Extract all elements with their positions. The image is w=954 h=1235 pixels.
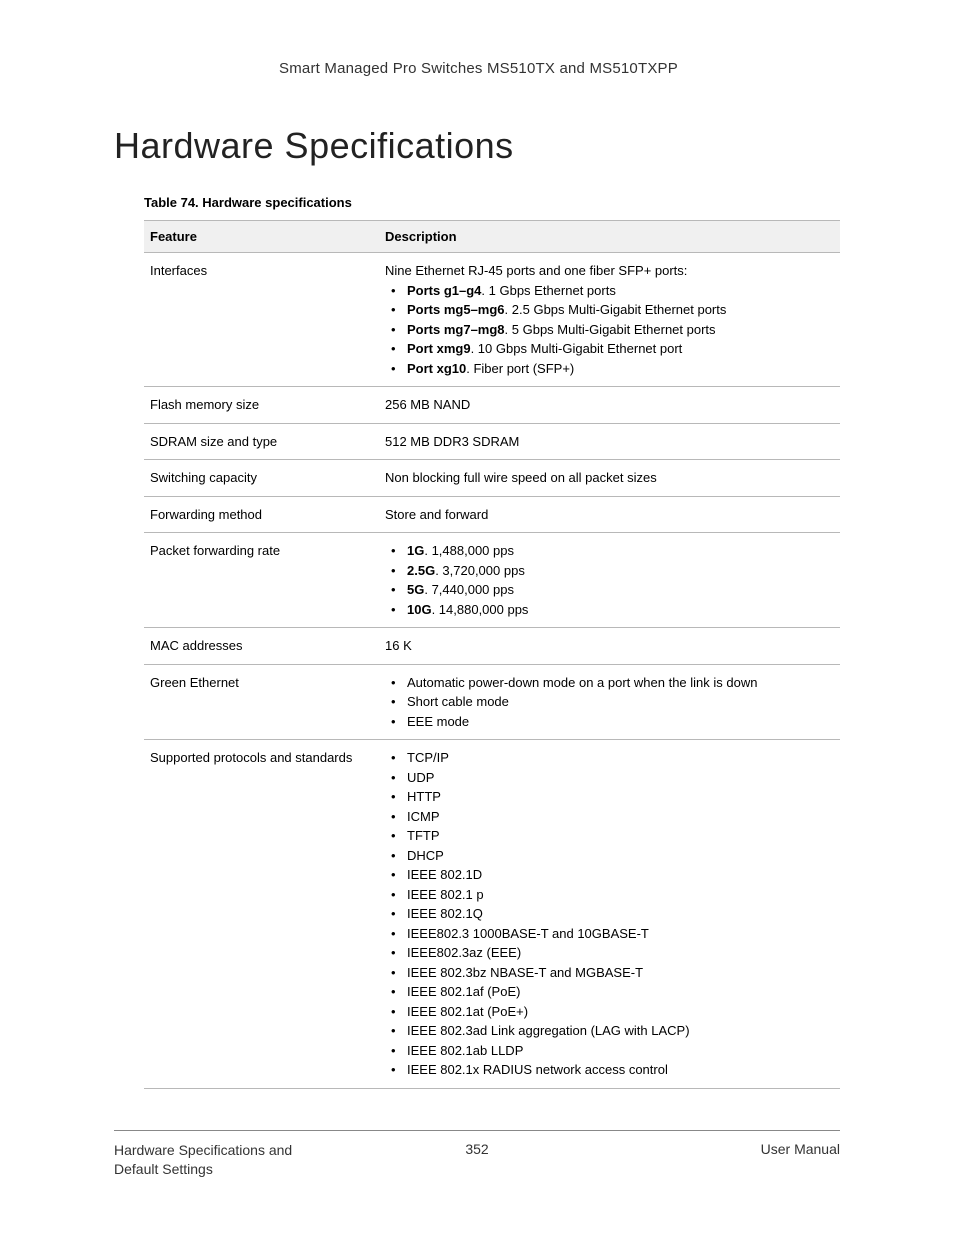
bullet-list: Ports g1–g4. 1 Gbps Ethernet portsPorts … (385, 281, 834, 379)
bullet-item: HTTP (385, 787, 834, 807)
table-caption: Table 74. Hardware specifications (144, 195, 840, 210)
bullet-item: IEEE 802.1af (PoE) (385, 982, 834, 1002)
desc-text: 256 MB NAND (385, 395, 834, 415)
col-description: Description (379, 221, 840, 253)
bullet-list: Automatic power-down mode on a port when… (385, 673, 834, 732)
bullet-item: IEEE 802.1 p (385, 885, 834, 905)
table-row: Packet forwarding rate1G. 1,488,000 pps2… (144, 533, 840, 628)
bullet-item: IEEE 802.3ad Link aggregation (LAG with … (385, 1021, 834, 1041)
desc-text: 512 MB DDR3 SDRAM (385, 432, 834, 452)
cell-description: Automatic power-down mode on a port when… (379, 664, 840, 740)
cell-feature: Flash memory size (144, 387, 379, 424)
header-product-line: Smart Managed Pro Switches MS510TX and M… (279, 60, 840, 77)
bullet-item: DHCP (385, 846, 834, 866)
bullet-item: Ports mg7–mg8. 5 Gbps Multi-Gigabit Ethe… (385, 320, 834, 340)
cell-feature: Switching capacity (144, 460, 379, 497)
bullet-item: TFTP (385, 826, 834, 846)
desc-text: Non blocking full wire speed on all pack… (385, 468, 834, 488)
table-row: SDRAM size and type 512 MB DDR3 SDRAM (144, 423, 840, 460)
footer-section-title: Hardware Specifications and Default Sett… (114, 1141, 334, 1179)
cell-description: Non blocking full wire speed on all pack… (379, 460, 840, 497)
cell-feature: SDRAM size and type (144, 423, 379, 460)
cell-feature: Supported protocols and standards (144, 740, 379, 1089)
bullet-item: 5G. 7,440,000 pps (385, 580, 834, 600)
table-row: Switching capacity Non blocking full wire… (144, 460, 840, 497)
footer-page-number: 352 (334, 1141, 620, 1179)
page: Smart Managed Pro Switches MS510TX and M… (0, 0, 954, 1235)
cell-description: TCP/IPUDPHTTPICMPTFTPDHCPIEEE 802.1DIEEE… (379, 740, 840, 1089)
desc-text: 16 K (385, 636, 834, 656)
bullet-item: ICMP (385, 807, 834, 827)
table-row: Green Ethernet Automatic power-down mode … (144, 664, 840, 740)
bullet-list: 1G. 1,488,000 pps2.5G. 3,720,000 pps5G. … (385, 541, 834, 619)
table-row: Interfaces Nine Ethernet RJ-45 ports and … (144, 253, 840, 387)
page-heading: Hardware Specifications (114, 125, 840, 167)
desc-text: Store and forward (385, 505, 834, 525)
bullet-item: Port xmg9. 10 Gbps Multi-Gigabit Etherne… (385, 339, 834, 359)
col-feature: Feature (144, 221, 379, 253)
bullet-item: IEEE802.3 1000BASE-T and 10GBASE-T (385, 924, 834, 944)
bullet-item: Ports mg5–mg6. 2.5 Gbps Multi-Gigabit Et… (385, 300, 834, 320)
cell-description: Store and forward (379, 496, 840, 533)
desc-intro: Nine Ethernet RJ-45 ports and one fiber … (385, 261, 834, 281)
cell-feature: MAC addresses (144, 628, 379, 665)
cell-feature: Packet forwarding rate (144, 533, 379, 628)
bullet-item: IEEE 802.1at (PoE+) (385, 1002, 834, 1022)
table-row: MAC addresses 16 K (144, 628, 840, 665)
bullet-item: EEE mode (385, 712, 834, 732)
table-row: Flash memory size 256 MB NAND (144, 387, 840, 424)
footer-rule (114, 1130, 840, 1131)
bullet-item: Port xg10. Fiber port (SFP+) (385, 359, 834, 379)
bullet-item: TCP/IP (385, 748, 834, 768)
cell-description: 1G. 1,488,000 pps2.5G. 3,720,000 pps5G. … (379, 533, 840, 628)
bullet-item: IEEE802.3az (EEE) (385, 943, 834, 963)
bullet-item: UDP (385, 768, 834, 788)
bullet-item: 1G. 1,488,000 pps (385, 541, 834, 561)
bullet-item: Automatic power-down mode on a port when… (385, 673, 834, 693)
cell-feature: Green Ethernet (144, 664, 379, 740)
cell-description: Nine Ethernet RJ-45 ports and one fiber … (379, 253, 840, 387)
cell-feature: Interfaces (144, 253, 379, 387)
bullet-item: 2.5G. 3,720,000 pps (385, 561, 834, 581)
bullet-item: IEEE 802.1ab LLDP (385, 1041, 834, 1061)
cell-description: 256 MB NAND (379, 387, 840, 424)
cell-feature: Forwarding method (144, 496, 379, 533)
cell-description: 16 K (379, 628, 840, 665)
spec-table: Feature Description Interfaces Nine Ether… (144, 220, 840, 1089)
bullet-list: TCP/IPUDPHTTPICMPTFTPDHCPIEEE 802.1DIEEE… (385, 748, 834, 1080)
footer-doc-type: User Manual (620, 1141, 840, 1179)
bullet-item: IEEE 802.1Q (385, 904, 834, 924)
bullet-item: Short cable mode (385, 692, 834, 712)
page-footer: Hardware Specifications and Default Sett… (114, 1130, 840, 1179)
bullet-item: 10G. 14,880,000 pps (385, 600, 834, 620)
table-row: Forwarding method Store and forward (144, 496, 840, 533)
table-row: Supported protocols and standardsTCP/IPU… (144, 740, 840, 1089)
bullet-item: Ports g1–g4. 1 Gbps Ethernet ports (385, 281, 834, 301)
bullet-item: IEEE 802.1x RADIUS network access contro… (385, 1060, 834, 1080)
cell-description: 512 MB DDR3 SDRAM (379, 423, 840, 460)
bullet-item: IEEE 802.3bz NBASE-T and MGBASE-T (385, 963, 834, 983)
bullet-item: IEEE 802.1D (385, 865, 834, 885)
